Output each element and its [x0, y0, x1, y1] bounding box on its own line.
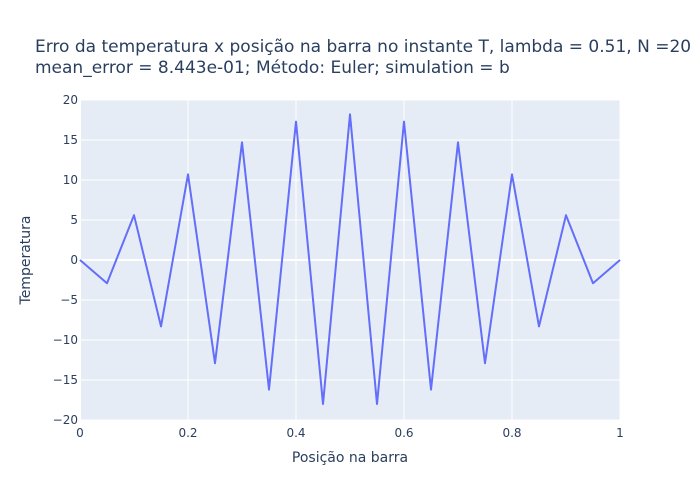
x-tick-label: 0.4	[286, 426, 305, 440]
y-tick-label: −15	[53, 373, 78, 387]
y-tick-label: 0	[70, 253, 78, 267]
y-tick-label: 15	[63, 133, 78, 147]
x-tick-label: 0.6	[394, 426, 413, 440]
x-tick-label: 1	[616, 426, 624, 440]
x-tick-label: 0.2	[178, 426, 197, 440]
y-axis-label: Temperatura	[18, 216, 34, 306]
x-tick-label: 0	[76, 426, 84, 440]
chart-title-line-2: mean_error = 8.443e-01; Método: Euler; s…	[35, 58, 510, 78]
y-tick-label: −5	[60, 293, 78, 307]
y-tick-label: −10	[53, 333, 78, 347]
series-line	[79, 113, 621, 405]
y-axis-ticks: −20 −15 −10 −5 0 5 10 15 20	[53, 93, 78, 427]
y-tick-label: 5	[70, 213, 78, 227]
x-tick-label: 0.8	[502, 426, 521, 440]
y-tick-label: −20	[53, 413, 78, 427]
x-axis-ticks: 0 0.2 0.4 0.6 0.8 1	[76, 426, 624, 440]
x-axis-label: Posição na barra	[292, 450, 408, 466]
chart-title-line-1: Erro da temperatura x posição na barra n…	[35, 37, 691, 57]
y-tick-label: 10	[63, 173, 78, 187]
y-tick-label: 20	[63, 93, 78, 107]
series-layer	[79, 113, 621, 405]
